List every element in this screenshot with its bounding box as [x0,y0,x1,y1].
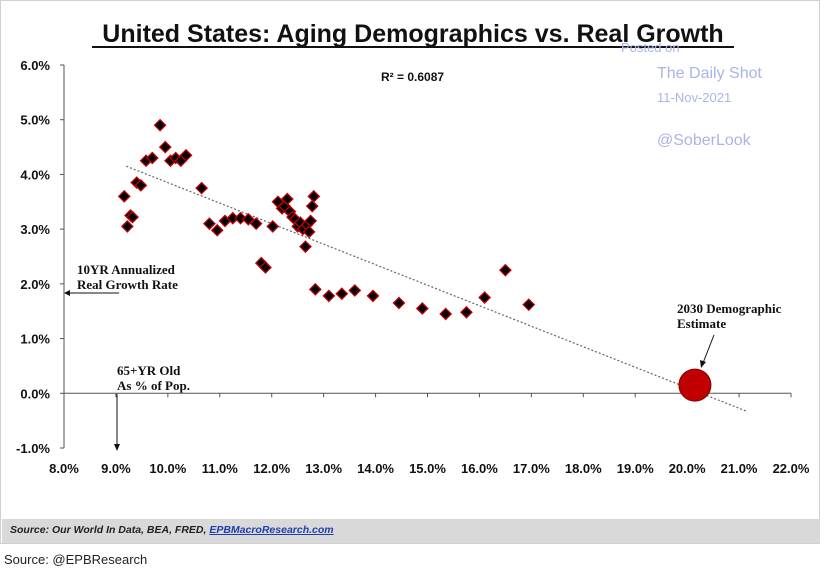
data-point [153,118,167,132]
data-point [498,263,512,277]
watermark-date: 11-Nov-2021 [657,90,731,105]
data-point [195,181,209,195]
data-point [335,287,349,301]
data-point [266,219,280,233]
y-axis-annotation-line1: 10YR Annualized [77,262,176,277]
data-point [259,261,272,274]
x-tick-label: 13.0% [305,461,342,476]
data-point [478,291,492,304]
x-tick-label: 14.0% [357,461,394,476]
data-point [134,178,148,192]
data-point [460,305,473,319]
data-point [302,225,316,239]
r-squared-label: R² = 0.6087 [381,70,444,84]
watermark-site: The Daily Shot [657,65,762,82]
x-tick-label: 9.0% [101,461,131,476]
x-tick-label: 10.0% [149,461,186,476]
footer-source-link[interactable]: EPBMacroResearch.com [209,524,334,536]
estimate-annotation-line1: 2030 Demographic [677,301,782,316]
y-tick-label: 5.0% [20,113,50,128]
y-tick-label: 0.0% [20,386,50,401]
data-point [348,284,362,297]
data-point [210,223,224,237]
data-point [308,282,322,296]
data-point [145,151,159,165]
data-point [280,192,294,206]
data-point [439,307,453,321]
x-tick-label: 22.0% [773,461,810,476]
x-tick-label: 15.0% [409,461,446,476]
data-point [234,211,247,225]
watermark-posted: Posted on [621,40,680,55]
x-axis-annotation-line1: 65+YR Old [117,363,181,378]
x-tick-label: 17.0% [513,461,550,476]
watermark-handle: @SoberLook [657,132,752,149]
data-point [158,140,172,154]
footer-source-prefix: Source: Our World In Data, BEA, FRED, [10,524,210,536]
x-tick-label: 19.0% [617,461,654,476]
data-point [179,148,193,162]
x-tick-label: 8.0% [49,461,79,476]
y-tick-label: -1.0% [16,441,50,456]
data-point [241,212,255,226]
data-point [415,302,429,315]
data-points [117,118,712,402]
data-point [202,217,216,231]
y-axis-arrowhead [64,290,70,296]
data-point [117,189,131,203]
source-caption: Source: @EPBResearch [4,552,148,567]
y-tick-label: 4.0% [20,167,50,182]
scatter-chart: United States: Aging Demographics vs. Re… [16,20,810,476]
axes: 6.0% 5.0% 4.0% 3.0% 2.0% 1.0% 0.0% -1.0% 8.0% 9.0… [16,58,810,476]
estimate-arrowhead [700,360,706,368]
trendline [126,165,748,412]
y-tick-label: 1.0% [20,332,50,347]
data-point [522,298,536,312]
data-point [392,296,406,310]
trendline-group [126,165,748,412]
x-tick-label: 11.0% [202,461,239,476]
x-tick-label: 16.0% [461,461,498,476]
estimate-point [678,368,712,402]
data-point [126,210,139,224]
y-axis-annotation-line2: Real Growth Rate [77,277,178,292]
x-axis-annotation-line2: As % of Pop. [117,378,190,393]
data-point [304,214,318,228]
data-point [120,219,134,233]
estimate-annotation-arrow [702,334,715,364]
x-axis-arrowhead [114,444,120,451]
footer-source-text: Source: Our World In Data, BEA, FRED, EP… [10,524,334,536]
y-tick-label: 3.0% [20,222,50,237]
data-point [307,189,321,203]
y-tick-label: 2.0% [20,277,50,292]
data-point [322,289,336,303]
x-tick-label: 12.0% [253,461,290,476]
data-point [366,289,380,303]
data-point [299,240,312,254]
x-tick-label: 20.0% [669,461,706,476]
data-point [305,199,319,213]
chart-frame: United States: Aging Demographics vs. Re… [0,0,820,544]
source-footer-bar: Source: Our World In Data, BEA, FRED, EP… [2,519,820,543]
x-tick-label: 21.0% [721,461,758,476]
x-tick-label: 18.0% [565,461,602,476]
estimate-annotation-line2: Estimate [677,316,726,331]
data-point [249,217,263,231]
chart-title: United States: Aging Demographics vs. Re… [102,20,723,48]
y-tick-label: 6.0% [20,58,50,73]
